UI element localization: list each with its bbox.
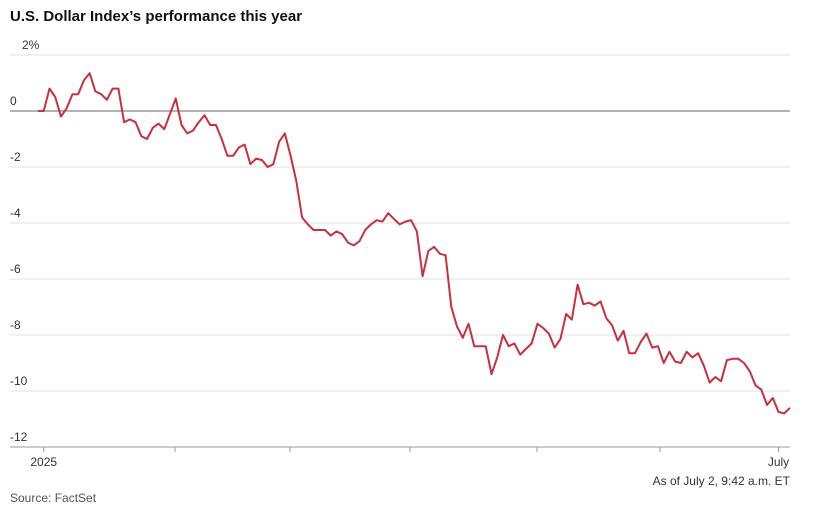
x-tick-label: 2025 — [30, 455, 57, 469]
y-tick-label: -6 — [10, 262, 21, 276]
source: Source: FactSet — [10, 491, 97, 505]
y-tick-label: -10 — [10, 374, 28, 388]
y-tick-label: 0 — [10, 94, 17, 108]
note: As of July 2, 9:42 a.m. ET — [653, 474, 791, 488]
y-tick-label: 2% — [22, 38, 40, 52]
minor-ticks — [174, 447, 661, 452]
chart-title: U.S. Dollar Index’s performance this yea… — [10, 8, 302, 25]
y-tick-label: -4 — [10, 206, 21, 220]
line-series — [38, 72, 791, 415]
y-tick-label: -2 — [10, 150, 21, 164]
y-tick-label: -8 — [10, 318, 21, 332]
x-tick-label: July — [768, 455, 789, 469]
y-tick-label: -12 — [10, 430, 28, 444]
